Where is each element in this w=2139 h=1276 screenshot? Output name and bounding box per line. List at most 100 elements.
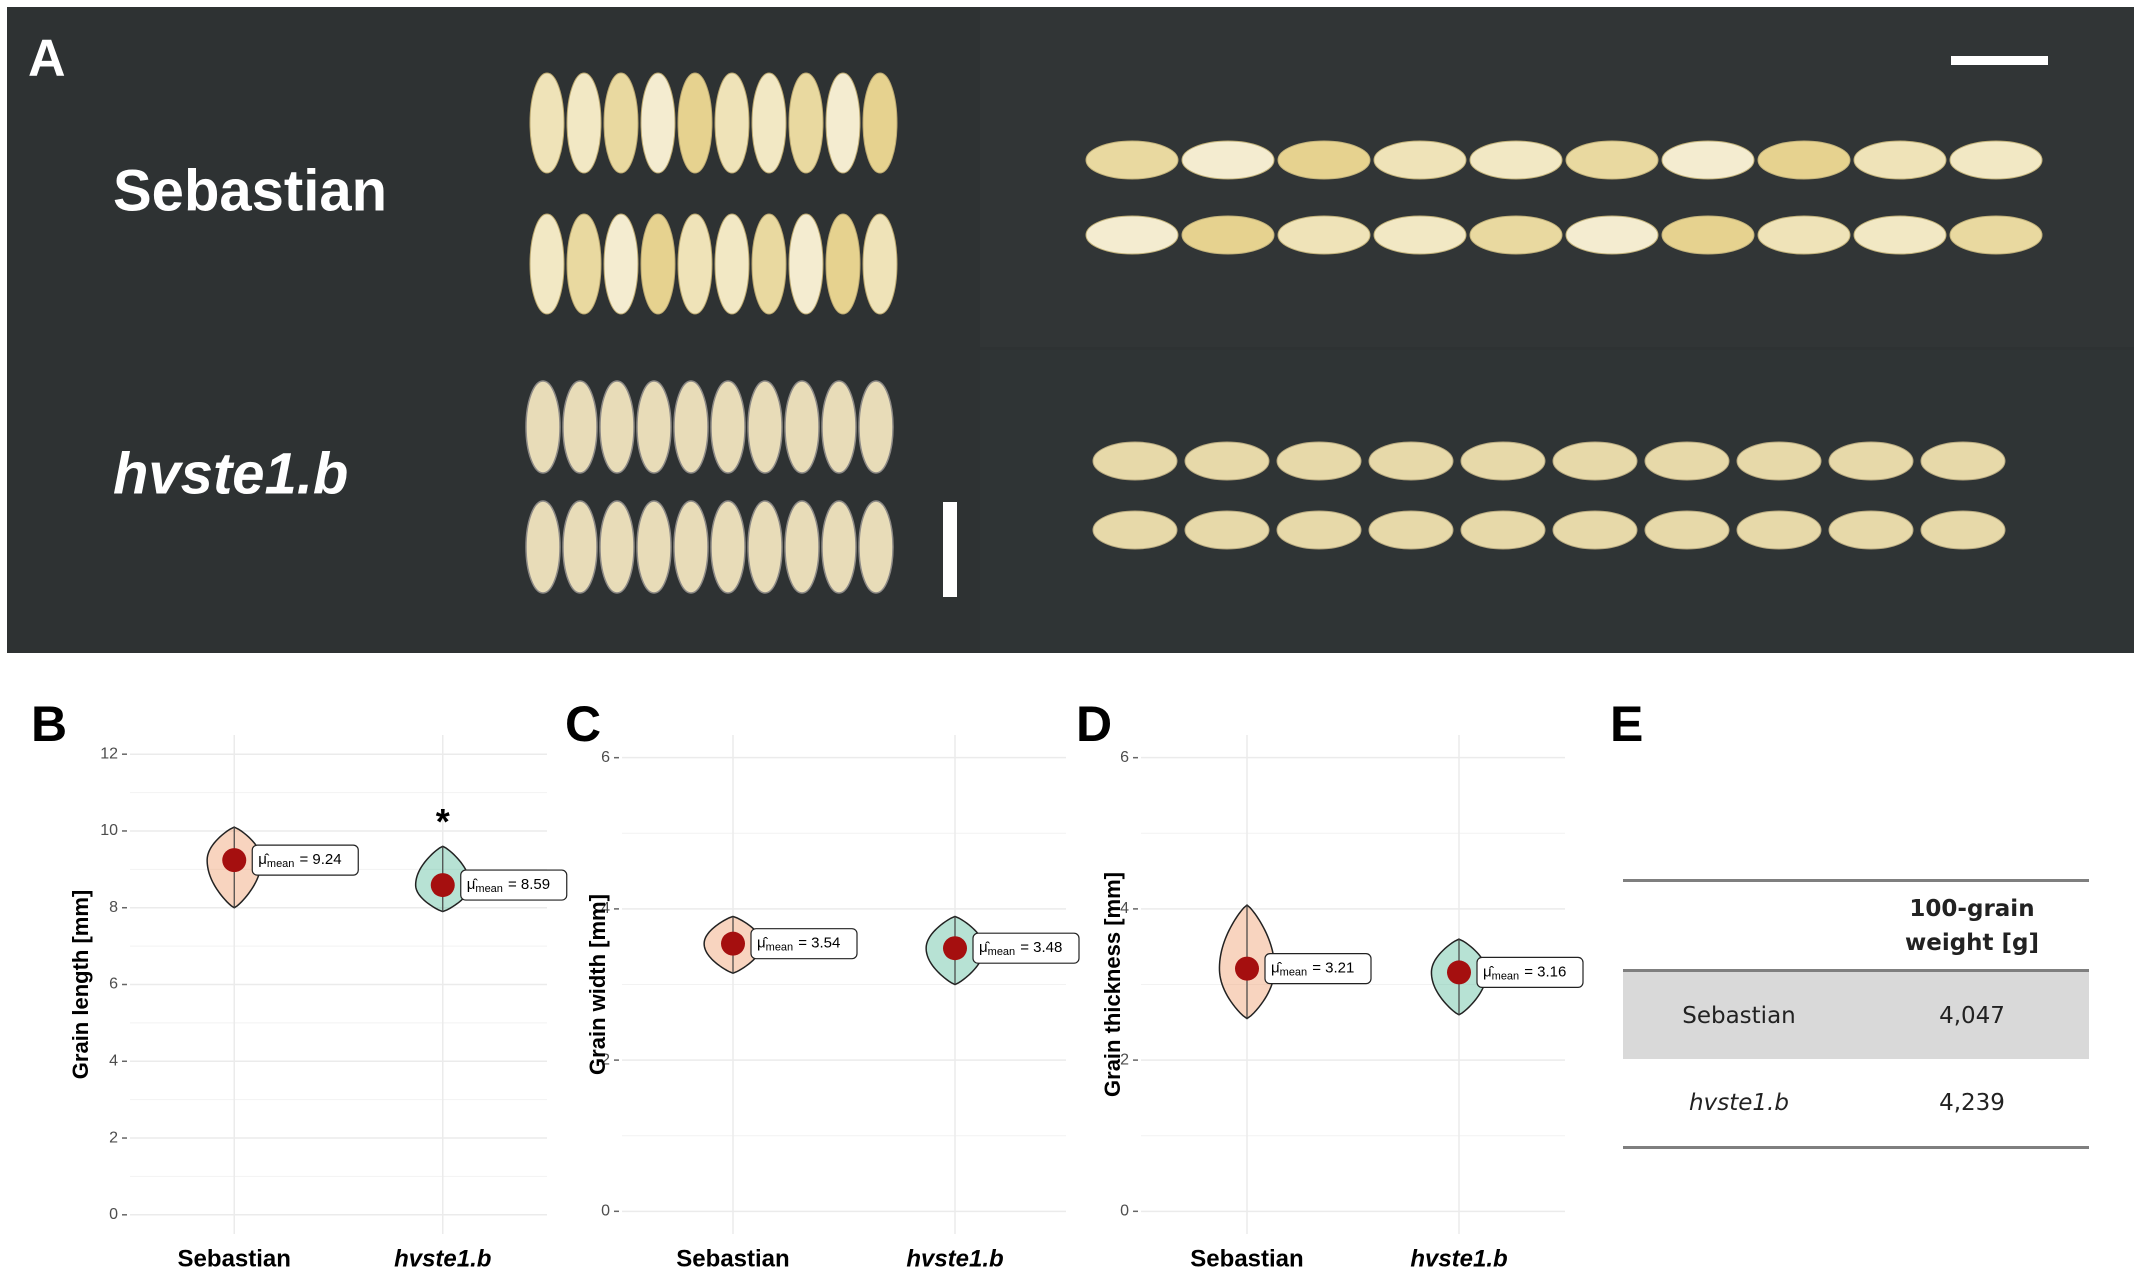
grain <box>1184 441 1270 481</box>
grain <box>1828 441 1914 481</box>
grain <box>1565 215 1659 255</box>
grain <box>821 380 857 474</box>
grain <box>1757 140 1851 180</box>
cell: Sebastian <box>1682 1002 1796 1029</box>
grain <box>1276 510 1362 550</box>
grain <box>1949 215 2043 255</box>
grain <box>825 213 861 315</box>
grain <box>1661 140 1755 180</box>
mean-symbol: μ̂ <box>1483 963 1495 980</box>
grain <box>1920 510 2006 550</box>
scale-bar <box>1951 56 2048 65</box>
weight-table: 100-grain weight [g] Sebastian 4,047 hvst… <box>1623 879 2089 1149</box>
panel-label: A <box>28 30 66 88</box>
grain <box>1661 215 1755 255</box>
mean-label-box <box>1476 956 1584 989</box>
grain <box>1828 510 1914 550</box>
y-tick-label: 4 <box>601 900 610 917</box>
mean-symbol: μ̂ <box>979 939 991 956</box>
mean-label-box <box>1264 953 1372 985</box>
grain <box>1853 215 1947 255</box>
mean-point <box>1447 960 1471 985</box>
grain <box>1092 510 1178 550</box>
y-tick-label: 0 <box>1120 1203 1129 1220</box>
grain <box>1920 441 2006 481</box>
cell: 4,239 <box>1939 1089 2005 1116</box>
grain <box>1469 215 1563 255</box>
grain <box>1949 140 2043 180</box>
y-tick-label: 8 <box>109 899 118 916</box>
grain <box>858 380 894 474</box>
y-tick-label: 4 <box>1120 900 1129 917</box>
x-tick-label: Sebastian <box>676 1245 789 1272</box>
grain <box>1085 140 1179 180</box>
grain <box>1469 140 1563 180</box>
grain <box>1853 140 1947 180</box>
y-tick-label: 6 <box>601 749 610 766</box>
grain <box>1736 441 1822 481</box>
grain <box>825 72 861 174</box>
mean-label: μ̂mean = 3.16 <box>1483 963 1566 982</box>
grain <box>529 72 565 174</box>
grain <box>1373 215 1467 255</box>
mean-subscript: mean <box>766 942 794 954</box>
y-tick-label: 0 <box>601 1203 610 1220</box>
header-cell: 100-grain weight [g] <box>1904 895 2040 956</box>
grain <box>1552 441 1638 481</box>
mean-label: μ̂mean = 9.24 <box>258 851 341 870</box>
x-tick-label: hvste1.b <box>906 1245 1003 1272</box>
table-row: hvste1.b 4,239 <box>1623 1059 2089 1149</box>
grain <box>862 72 898 174</box>
mean-label-box <box>750 928 858 960</box>
mean-point <box>222 848 247 873</box>
mean-label: μ̂mean = 3.21 <box>1271 960 1354 979</box>
mean-point <box>430 873 455 898</box>
mean-value: = 3.16 <box>1524 963 1566 980</box>
grain <box>821 500 857 594</box>
panel-label: E <box>1610 696 1643 752</box>
grain <box>858 500 894 594</box>
mean-label: μ̂mean = 3.54 <box>757 935 840 954</box>
mean-label-box <box>972 932 1080 964</box>
x-tick-label: hvste1.b <box>394 1245 491 1272</box>
grain <box>1092 441 1178 481</box>
y-axis-label: Grain thickness [mm] <box>1100 872 1125 1097</box>
grain <box>1373 140 1467 180</box>
mean-symbol: μ̂ <box>757 935 769 952</box>
grain <box>599 380 635 474</box>
mean-subscript: mean <box>1280 967 1308 979</box>
y-tick-label: 4 <box>109 1052 118 1069</box>
table-header: 100-grain weight [g] <box>1623 879 2089 972</box>
cell: hvste1.b <box>1689 1089 1789 1116</box>
grain <box>1181 140 1275 180</box>
x-tick-label: Sebastian <box>178 1245 291 1272</box>
table-row: Sebastian 4,047 <box>1623 972 2089 1059</box>
mean-point <box>1235 956 1259 981</box>
mean-subscript: mean <box>1492 970 1520 982</box>
grain <box>1368 510 1454 550</box>
photo-tile <box>980 350 2134 653</box>
grain <box>1181 215 1275 255</box>
mean-value: = 3.48 <box>1020 939 1062 956</box>
mean-subscript: mean <box>267 858 295 870</box>
grain <box>636 500 672 594</box>
grain <box>673 380 709 474</box>
grain <box>710 500 746 594</box>
mean-value: = 9.24 <box>299 851 341 868</box>
mean-label-box <box>460 869 568 901</box>
y-axis-label: Grain length [mm] <box>68 890 93 1079</box>
significance-mark: * <box>436 801 450 842</box>
grain <box>1085 215 1179 255</box>
grain <box>1757 215 1851 255</box>
mean-subscript: mean <box>988 946 1016 958</box>
grain <box>529 213 565 315</box>
y-tick-label: 2 <box>1120 1051 1129 1068</box>
grain <box>1736 510 1822 550</box>
mean-point <box>943 936 967 961</box>
y-tick-label: 2 <box>109 1129 118 1146</box>
grain <box>714 213 750 315</box>
y-tick-label: 10 <box>100 822 118 839</box>
y-tick-label: 0 <box>109 1206 118 1223</box>
